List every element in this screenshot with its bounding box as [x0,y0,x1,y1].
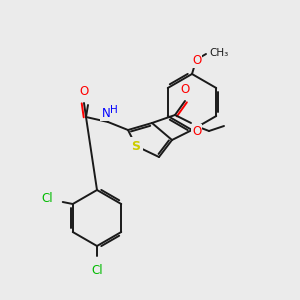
Text: O: O [180,83,190,96]
Text: O: O [80,85,88,98]
Text: Cl: Cl [41,193,53,206]
Text: CH₃: CH₃ [209,48,228,58]
Text: O: O [192,125,201,138]
Text: S: S [131,140,140,152]
Text: O: O [192,55,202,68]
Text: H: H [110,105,118,115]
Text: Cl: Cl [91,264,103,277]
Text: N: N [102,107,110,120]
